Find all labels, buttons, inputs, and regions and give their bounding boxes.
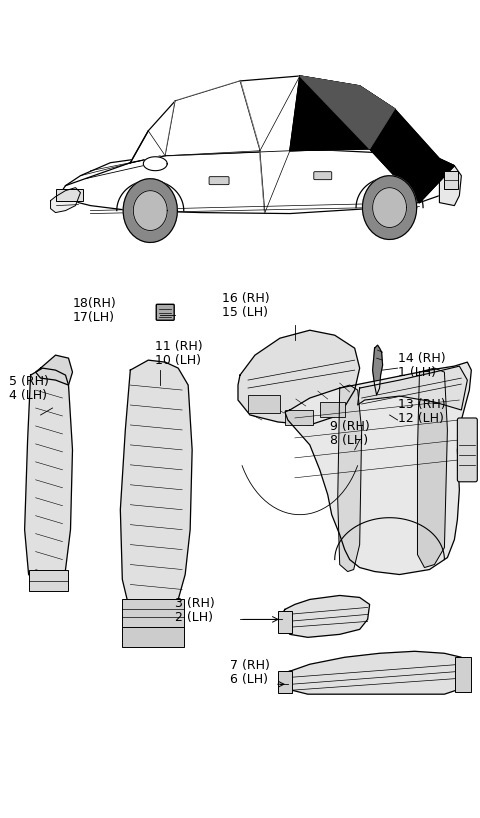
Text: 9 (RH): 9 (RH): [330, 420, 370, 433]
Bar: [444, 171, 458, 189]
Text: 10 (LH): 10 (LH): [155, 354, 201, 367]
FancyBboxPatch shape: [457, 418, 477, 482]
Polygon shape: [165, 81, 260, 155]
FancyBboxPatch shape: [209, 177, 229, 185]
Polygon shape: [362, 176, 417, 240]
Bar: [456, 658, 471, 692]
FancyBboxPatch shape: [314, 172, 332, 180]
Text: 18(RH): 18(RH): [72, 297, 116, 310]
Text: 17(LH): 17(LH): [72, 312, 115, 324]
Text: 1 (LH): 1 (LH): [397, 366, 435, 379]
Text: 16 (RH): 16 (RH): [222, 292, 270, 305]
Polygon shape: [50, 187, 81, 213]
Text: 7 (RH): 7 (RH): [230, 659, 270, 672]
Polygon shape: [338, 385, 361, 572]
Text: 4 (LH): 4 (LH): [9, 389, 47, 402]
Bar: [285, 410, 313, 425]
Polygon shape: [123, 178, 178, 242]
Text: 6 (LH): 6 (LH): [230, 673, 268, 686]
Polygon shape: [372, 345, 383, 395]
Polygon shape: [56, 149, 459, 213]
Polygon shape: [418, 368, 447, 568]
Text: 12 (LH): 12 (LH): [397, 412, 444, 425]
Polygon shape: [300, 76, 395, 149]
Bar: [122, 627, 184, 647]
Text: 5 (RH): 5 (RH): [9, 375, 48, 388]
Text: 11 (RH): 11 (RH): [155, 340, 203, 353]
Bar: [278, 672, 292, 693]
Bar: [278, 611, 292, 633]
Polygon shape: [284, 651, 465, 694]
Text: 13 (RH): 13 (RH): [397, 398, 445, 411]
Polygon shape: [238, 330, 360, 425]
Bar: [320, 402, 345, 417]
Bar: [248, 395, 280, 413]
Polygon shape: [130, 76, 395, 163]
Bar: [122, 600, 184, 627]
Polygon shape: [358, 366, 468, 410]
Bar: [56, 189, 84, 200]
Polygon shape: [372, 187, 407, 227]
Polygon shape: [260, 76, 300, 213]
Polygon shape: [24, 368, 72, 590]
Bar: [29, 569, 69, 591]
Text: 2 (LH): 2 (LH): [175, 611, 213, 624]
Text: 3 (RH): 3 (RH): [175, 597, 215, 610]
Polygon shape: [439, 159, 461, 205]
FancyBboxPatch shape: [156, 304, 174, 321]
Polygon shape: [144, 157, 167, 171]
Polygon shape: [290, 76, 455, 203]
Polygon shape: [120, 360, 192, 618]
Text: 15 (LH): 15 (LH): [222, 306, 268, 319]
Polygon shape: [282, 596, 370, 637]
Polygon shape: [285, 362, 471, 574]
Text: 14 (RH): 14 (RH): [397, 352, 445, 365]
Text: 8 (LH): 8 (LH): [330, 434, 368, 447]
Polygon shape: [133, 191, 167, 231]
Polygon shape: [36, 355, 72, 385]
